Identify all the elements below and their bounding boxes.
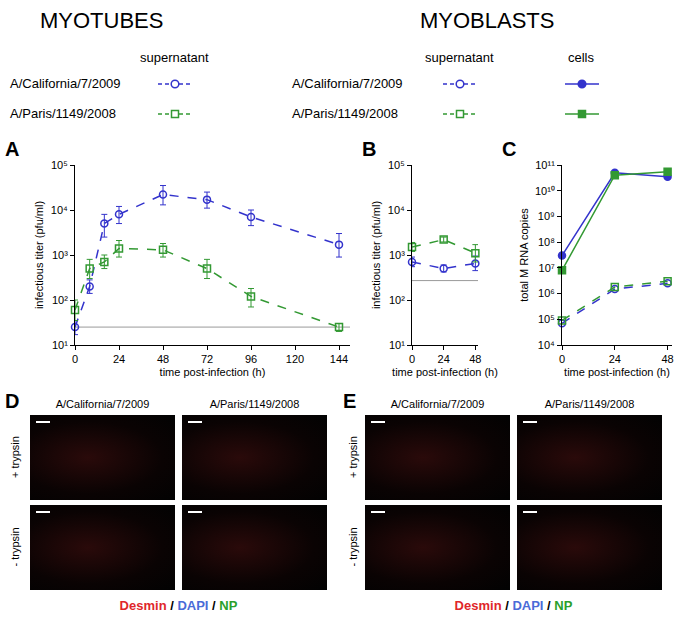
html-text:Desmin / DAPI / NP: Desmin / DAPI / NP <box>119 598 238 613</box>
svg-text:10¹¹: 10¹¹ <box>535 159 555 171</box>
svg-text:infectious titer (pfu/ml): infectious titer (pfu/ml) <box>370 201 382 309</box>
svg-text:72: 72 <box>201 353 213 365</box>
html-text:supernatant: supernatant <box>425 50 494 65</box>
html-text:A/Paris/1149/2008: A/Paris/1149/2008 <box>544 398 635 410</box>
html-text:A/California/7/2009: A/California/7/2009 <box>55 398 150 410</box>
svg-text:0: 0 <box>559 353 565 365</box>
svg-text:total M RNA copies: total M RNA copies <box>518 208 530 302</box>
svg-text:10³: 10³ <box>52 249 68 261</box>
svg-text:10⁵: 10⁵ <box>51 159 68 171</box>
svg-text:24: 24 <box>113 353 125 365</box>
svg-text:0: 0 <box>409 353 415 365</box>
svg-text:10⁶: 10⁶ <box>538 287 555 299</box>
svg-text:120: 120 <box>286 353 304 365</box>
svg-text:24: 24 <box>438 353 450 365</box>
svg-text:96: 96 <box>245 353 257 365</box>
html-text:Desmin / DAPI / NP: Desmin / DAPI / NP <box>454 598 573 613</box>
svg-text:48: 48 <box>157 353 169 365</box>
svg-text:144: 144 <box>330 353 348 365</box>
svg-text:48: 48 <box>661 353 673 365</box>
svg-text:10⁵: 10⁵ <box>538 313 555 325</box>
html-text:MYOBLASTS: MYOBLASTS <box>420 8 555 33</box>
svg-text:time post-infection (h): time post-infection (h) <box>160 366 266 378</box>
html-text:A/California/7/2009: A/California/7/2009 <box>390 398 485 410</box>
html-text:D: D <box>5 390 20 412</box>
svg-text:10¹: 10¹ <box>52 339 68 351</box>
svg-text:10¹: 10¹ <box>389 339 405 351</box>
html-text:- trypsin: - trypsin <box>8 526 20 567</box>
svg-text:0: 0 <box>72 353 78 365</box>
html-text:A/Paris/1149/2008: A/Paris/1149/2008 <box>10 106 116 121</box>
html-text:A/Paris/1149/2008: A/Paris/1149/2008 <box>209 398 300 410</box>
html-text:E: E <box>343 390 357 412</box>
svg-text:10³: 10³ <box>389 249 405 261</box>
svg-text:10⁴: 10⁴ <box>51 204 68 216</box>
svg-text:10⁴: 10⁴ <box>538 339 555 351</box>
svg-text:10⁹: 10⁹ <box>538 210 555 222</box>
html-text:C: C <box>502 138 517 160</box>
svg-text:time post-infection (h): time post-infection (h) <box>564 366 670 378</box>
svg-text:10⁵: 10⁵ <box>388 159 405 171</box>
svg-text:10⁷: 10⁷ <box>539 262 555 274</box>
svg-text:10⁸: 10⁸ <box>538 236 555 248</box>
svg-text:10⁴: 10⁴ <box>388 204 405 216</box>
html-text:A: A <box>5 138 20 160</box>
svg-text:10²: 10² <box>52 294 68 306</box>
html-text:+ trypsin: + trypsin <box>346 435 358 478</box>
html-text:cells: cells <box>568 50 594 65</box>
html-text:supernatant: supernatant <box>140 50 209 65</box>
html-text:B: B <box>362 138 377 160</box>
html-text:A/Paris/1149/2008: A/Paris/1149/2008 <box>292 106 398 121</box>
svg-text:10²: 10² <box>389 294 405 306</box>
html-text:MYOTUBES: MYOTUBES <box>40 8 164 33</box>
html-text:- trypsin: - trypsin <box>346 526 358 567</box>
svg-text:infectious titer (pfu/ml): infectious titer (pfu/ml) <box>33 201 45 309</box>
svg-text:time post-infection (h): time post-infection (h) <box>392 366 498 378</box>
svg-text:24: 24 <box>609 353 621 365</box>
svg-text:10¹⁰: 10¹⁰ <box>535 185 555 197</box>
html-text:A/California/7/2009: A/California/7/2009 <box>10 76 121 91</box>
svg-text:48: 48 <box>469 353 481 365</box>
html-text:+ trypsin: + trypsin <box>8 435 20 478</box>
html-text:A/California/7/2009: A/California/7/2009 <box>292 76 403 91</box>
